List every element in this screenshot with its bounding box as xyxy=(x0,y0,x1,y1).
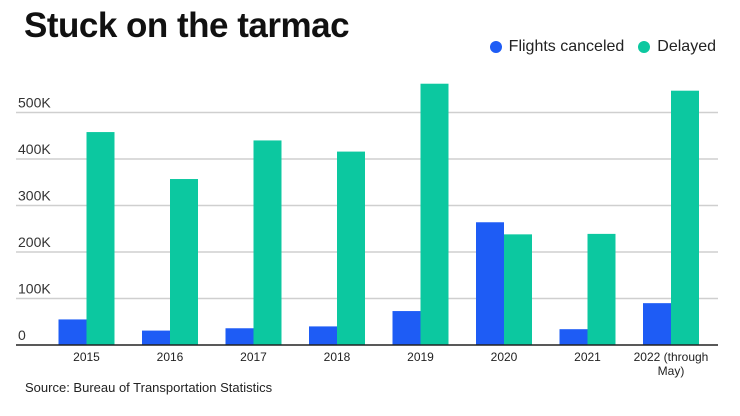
legend-label-delayed: Delayed xyxy=(657,38,716,55)
y-tick-label: 400K xyxy=(18,141,51,157)
legend-item-canceled: Flights canceled xyxy=(489,38,625,56)
source-note: Source: Bureau of Transportation Statist… xyxy=(25,380,273,395)
bar-canceled xyxy=(309,326,337,345)
bar-delayed xyxy=(587,233,616,345)
bar-canceled xyxy=(643,303,671,345)
bar-canceled xyxy=(142,330,170,345)
bar-canceled xyxy=(58,319,87,345)
bar-canceled xyxy=(559,329,588,345)
legend-item-delayed: Delayed xyxy=(638,38,716,56)
bar-delayed xyxy=(253,140,282,345)
legend-swatch-canceled xyxy=(489,41,502,53)
bar-delayed xyxy=(170,179,198,345)
x-tick-label: 2021 xyxy=(574,350,601,364)
bar-canceled xyxy=(476,222,504,345)
x-tick-label: 2022 (through May) xyxy=(634,350,709,378)
x-tick-label: 2015 xyxy=(73,350,100,364)
x-tick-label: 2018 xyxy=(324,350,351,364)
y-tick-label: 0 xyxy=(18,327,26,343)
bar-delayed xyxy=(504,234,532,345)
legend: Flights canceled Delayed xyxy=(476,38,716,56)
x-tick-label: 2019 xyxy=(407,350,434,364)
bar-delayed xyxy=(420,83,449,345)
bar-delayed xyxy=(671,90,699,345)
x-tick-label: 2017 xyxy=(240,350,267,364)
bar-delayed xyxy=(337,151,365,345)
legend-label-canceled: Flights canceled xyxy=(508,38,625,55)
y-tick-label: 300K xyxy=(18,188,51,204)
bar-delayed xyxy=(86,132,115,345)
y-tick-label: 500K xyxy=(18,95,51,111)
chart-title: Stuck on the tarmac xyxy=(24,6,350,45)
legend-swatch-delayed xyxy=(638,41,651,53)
x-tick-label: 2016 xyxy=(157,350,184,364)
y-tick-label: 100K xyxy=(18,281,51,297)
bar-canceled xyxy=(225,328,254,345)
y-tick-label: 200K xyxy=(18,234,51,250)
x-tick-label: 2020 xyxy=(491,350,518,364)
bar-canceled xyxy=(392,311,421,345)
